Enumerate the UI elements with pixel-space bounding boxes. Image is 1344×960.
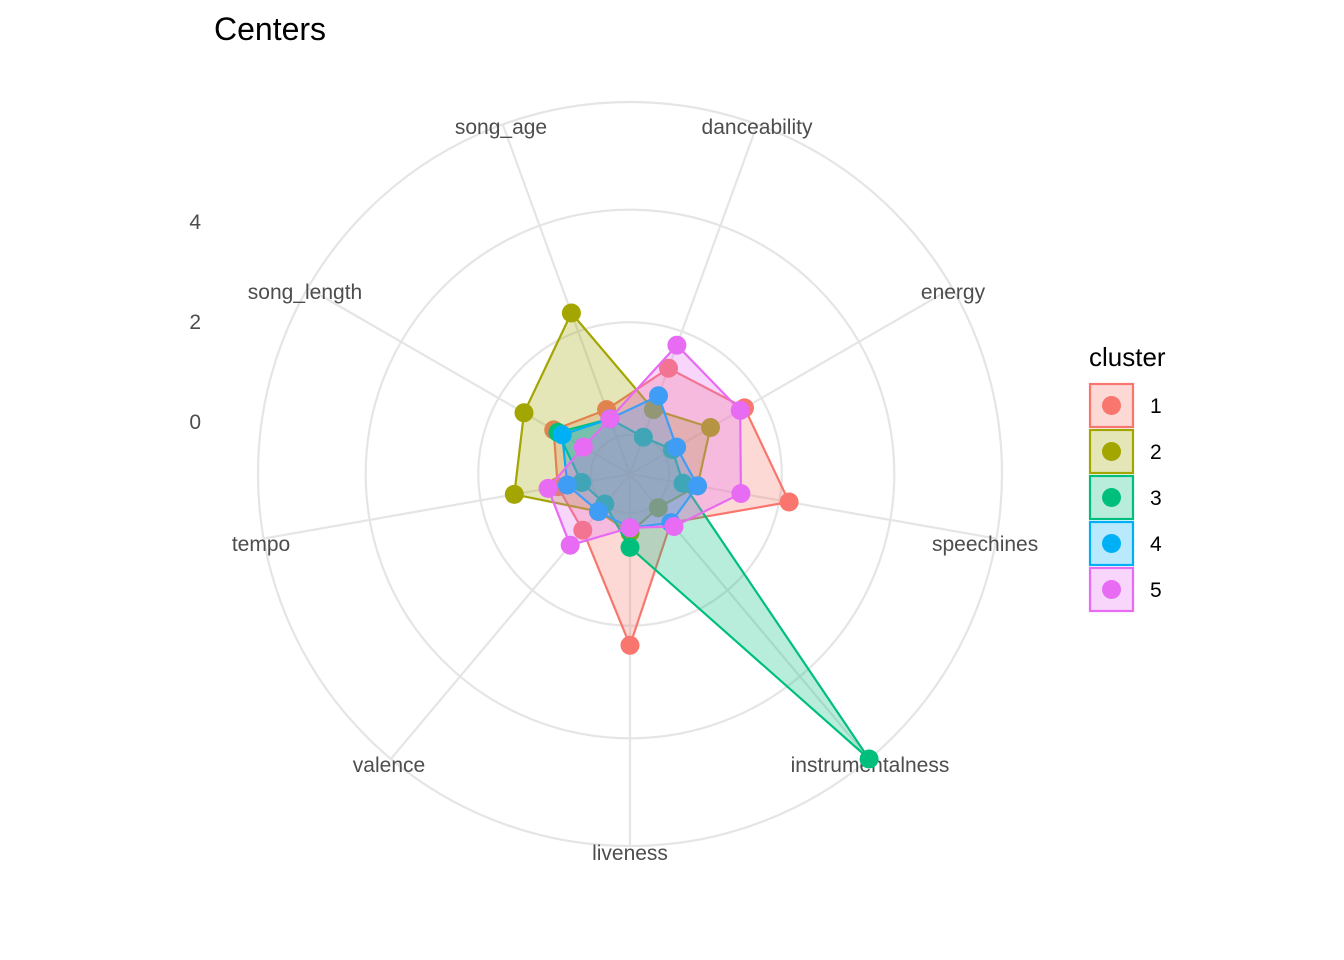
point-1-liveness xyxy=(620,635,640,655)
legend-key-dot-3 xyxy=(1102,488,1121,507)
legend-key-dot-2 xyxy=(1102,442,1121,461)
series-layer xyxy=(504,303,879,769)
axis-label-valence: valence xyxy=(353,754,425,777)
point-2-song_length xyxy=(514,403,534,423)
axis-labels: danceabilityenergyspeechinesinstrumental… xyxy=(232,116,1038,865)
point-5-valence xyxy=(560,535,580,555)
legend-item-2: 2 xyxy=(1088,428,1162,475)
point-3-speechiness xyxy=(673,473,693,493)
series-5-area xyxy=(546,344,743,547)
point-2-tempo xyxy=(504,484,524,504)
point-1-speechiness xyxy=(779,492,799,512)
point-2-song_age xyxy=(561,303,581,323)
legend-title: cluster xyxy=(1089,342,1166,372)
legend-item-4: 4 xyxy=(1088,520,1162,567)
axis-label-song_age: song_age xyxy=(455,116,547,139)
radial-tick-labels: 4 2 0 xyxy=(189,211,201,434)
point-5-speechiness xyxy=(731,484,751,503)
radial-tick-label: 2 xyxy=(189,311,201,334)
legend-item-1: 1 xyxy=(1088,382,1162,429)
point-3-danceability xyxy=(633,427,653,447)
point-4-song_length xyxy=(552,425,572,445)
legend-item-5: 5 xyxy=(1088,566,1162,613)
legend-key-dot-5 xyxy=(1102,580,1121,599)
legend: cluster 1 2 3 4 5 xyxy=(1088,342,1166,613)
point-2-instrumentalness xyxy=(648,498,668,518)
legend-label-5: 5 xyxy=(1150,579,1162,602)
legend-label-1: 1 xyxy=(1150,395,1162,418)
point-5-instrumentalness xyxy=(664,517,684,536)
point-4-tempo xyxy=(557,475,577,495)
axis-label-danceability: danceability xyxy=(702,116,813,139)
point-3-instrumentalness xyxy=(859,749,879,769)
point-3-tempo xyxy=(572,473,592,492)
series-4-area xyxy=(561,394,699,529)
point-2-energy xyxy=(701,418,720,437)
series-4 xyxy=(552,386,707,538)
grid-spoke-valence xyxy=(390,473,631,760)
point-3-liveness xyxy=(620,537,640,557)
series-1-area xyxy=(552,367,791,647)
point-5-tempo xyxy=(538,478,558,498)
point-5-song_length xyxy=(573,437,593,457)
legend-key-dot-1 xyxy=(1102,396,1121,415)
point-5-danceability xyxy=(667,335,687,355)
axis-label-liveness: liveness xyxy=(592,842,668,865)
point-5-energy xyxy=(730,400,750,420)
radial-tick-label: 4 xyxy=(189,211,201,234)
legend-label-3: 3 xyxy=(1150,487,1162,510)
axis-label-speechiness: speechines xyxy=(932,533,1038,556)
axis-label-energy: energy xyxy=(921,281,986,304)
point-5-song_age xyxy=(600,409,620,429)
axis-label-tempo: tempo xyxy=(232,533,290,556)
series-5 xyxy=(538,335,751,555)
axis-label-song_length: song_length xyxy=(248,281,362,304)
legend-label-2: 2 xyxy=(1150,441,1162,464)
legend-key-3 xyxy=(1088,474,1135,521)
radial-tick-label: 0 xyxy=(189,411,201,434)
point-4-energy xyxy=(667,437,687,457)
point-1-danceability xyxy=(659,358,678,378)
point-4-speechiness xyxy=(688,476,707,496)
point-4-danceability xyxy=(649,386,668,406)
chart-title: Centers xyxy=(214,11,326,47)
series-3-area xyxy=(556,417,871,761)
point-5-liveness xyxy=(620,518,640,538)
legend-label-4: 4 xyxy=(1150,533,1162,556)
point-1-valence xyxy=(573,520,593,540)
point-4-valence xyxy=(589,502,608,521)
legend-key-dot-4 xyxy=(1102,534,1121,553)
legend-item-3: 3 xyxy=(1088,474,1162,521)
